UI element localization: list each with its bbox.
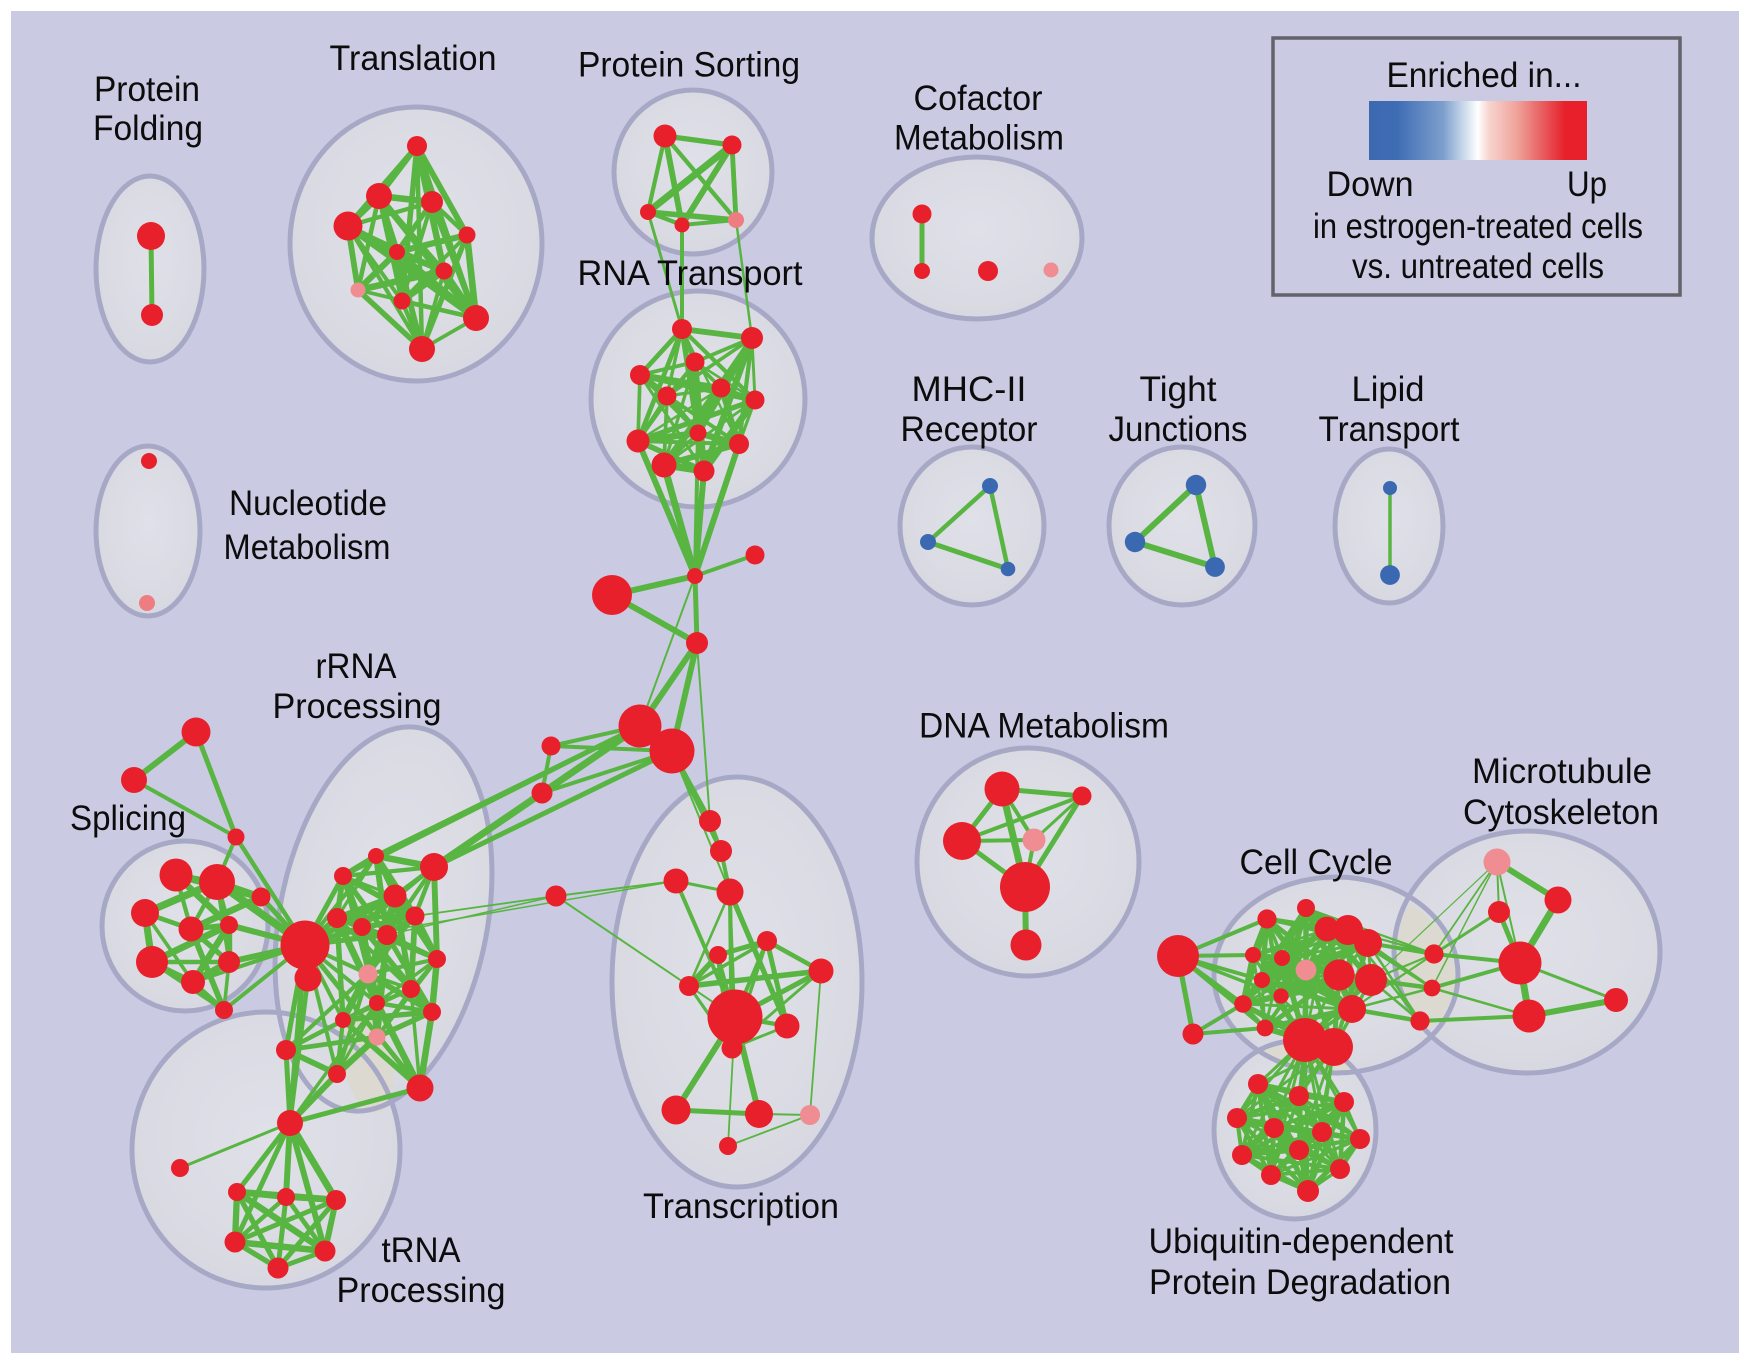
svg-text:rRNA: rRNA [316, 647, 398, 686]
svg-text:MHC-II: MHC-II [912, 370, 1027, 409]
svg-text:Protein: Protein [94, 70, 200, 109]
svg-text:Up: Up [1567, 165, 1607, 204]
svg-text:Nucleotide: Nucleotide [229, 484, 387, 523]
svg-text:Protein Degradation: Protein Degradation [1149, 1263, 1451, 1302]
svg-text:Cofactor: Cofactor [914, 79, 1043, 118]
svg-text:Cell Cycle: Cell Cycle [1240, 843, 1393, 882]
svg-text:Translation: Translation [330, 39, 497, 78]
svg-text:Metabolism: Metabolism [894, 119, 1064, 158]
svg-text:Lipid: Lipid [1352, 370, 1425, 409]
svg-text:Tight: Tight [1140, 370, 1217, 409]
svg-text:Splicing: Splicing [70, 799, 186, 838]
svg-text:tRNA: tRNA [382, 1231, 462, 1270]
svg-text:Ubiquitin-dependent: Ubiquitin-dependent [1149, 1222, 1454, 1261]
svg-text:Transport: Transport [1319, 410, 1460, 449]
svg-text:Microtubule: Microtubule [1472, 752, 1652, 791]
svg-text:DNA Metabolism: DNA Metabolism [919, 707, 1169, 746]
svg-text:RNA Transport: RNA Transport [578, 254, 803, 293]
svg-text:Junctions: Junctions [1109, 410, 1248, 449]
svg-text:vs. untreated cells: vs. untreated cells [1352, 247, 1604, 286]
svg-text:Processing: Processing [273, 687, 442, 726]
svg-text:Transcription: Transcription [643, 1187, 839, 1226]
svg-text:Down: Down [1327, 165, 1414, 204]
svg-text:Processing: Processing [337, 1271, 506, 1310]
svg-text:Protein Sorting: Protein Sorting [578, 46, 800, 85]
svg-text:Metabolism: Metabolism [224, 528, 391, 567]
svg-text:in estrogen-treated cells: in estrogen-treated cells [1313, 207, 1643, 246]
svg-text:Cytoskeleton: Cytoskeleton [1463, 793, 1659, 832]
svg-text:Receptor: Receptor [901, 410, 1038, 449]
svg-text:Enriched in...: Enriched in... [1387, 56, 1582, 95]
svg-text:Folding: Folding [93, 109, 203, 148]
